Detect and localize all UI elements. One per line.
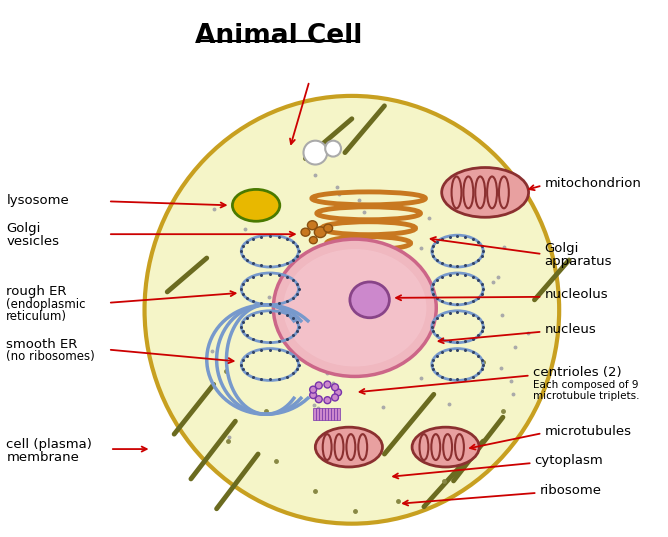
Ellipse shape <box>310 391 317 398</box>
Ellipse shape <box>442 168 528 217</box>
Ellipse shape <box>232 190 280 221</box>
Text: lysosome: lysosome <box>6 194 69 207</box>
Text: apparatus: apparatus <box>544 255 612 267</box>
Text: cell (plasma): cell (plasma) <box>6 438 92 451</box>
Text: membrane: membrane <box>6 451 79 463</box>
Bar <box>325 408 328 420</box>
Ellipse shape <box>324 224 333 232</box>
Text: (no ribosomes): (no ribosomes) <box>6 350 95 363</box>
Ellipse shape <box>412 427 479 467</box>
Text: vesicles: vesicles <box>6 235 59 248</box>
Ellipse shape <box>273 239 436 376</box>
Ellipse shape <box>309 237 317 244</box>
Ellipse shape <box>350 282 389 318</box>
Ellipse shape <box>315 427 383 467</box>
Text: smooth ER: smooth ER <box>6 338 77 351</box>
Ellipse shape <box>310 386 317 393</box>
Bar <box>317 408 319 420</box>
Ellipse shape <box>325 141 341 157</box>
Bar <box>328 408 331 420</box>
Bar <box>313 408 316 420</box>
Text: mitochondrion: mitochondrion <box>544 177 641 190</box>
Bar <box>319 408 322 420</box>
Ellipse shape <box>324 397 331 404</box>
Ellipse shape <box>315 396 322 403</box>
Text: Golgi: Golgi <box>6 222 41 235</box>
Bar <box>322 408 325 420</box>
Ellipse shape <box>144 96 559 524</box>
Ellipse shape <box>301 228 310 236</box>
Ellipse shape <box>324 381 331 388</box>
Text: nucleolus: nucleolus <box>544 288 608 301</box>
Ellipse shape <box>331 394 339 401</box>
Text: ribosome: ribosome <box>540 484 601 497</box>
Ellipse shape <box>335 389 341 396</box>
Ellipse shape <box>307 221 317 230</box>
Bar <box>334 408 337 420</box>
Ellipse shape <box>303 141 327 164</box>
Text: microtubules: microtubules <box>544 425 631 438</box>
Bar <box>337 408 339 420</box>
Text: microtubule triplets.: microtubule triplets. <box>532 391 639 401</box>
Text: reticulum): reticulum) <box>6 310 67 323</box>
Ellipse shape <box>315 227 326 237</box>
Text: rough ER: rough ER <box>6 285 67 299</box>
Ellipse shape <box>283 249 426 366</box>
Text: Golgi: Golgi <box>544 242 578 255</box>
Text: Animal Cell: Animal Cell <box>194 23 362 49</box>
Text: (endoplasmic: (endoplasmic <box>6 299 86 311</box>
Ellipse shape <box>331 384 339 391</box>
Text: Each composed of 9: Each composed of 9 <box>532 380 638 390</box>
Text: centrioles (2): centrioles (2) <box>532 366 621 379</box>
Text: nucleus: nucleus <box>544 323 596 336</box>
Text: cytoplasm: cytoplasm <box>534 454 603 468</box>
Ellipse shape <box>315 382 322 389</box>
Bar <box>331 408 333 420</box>
